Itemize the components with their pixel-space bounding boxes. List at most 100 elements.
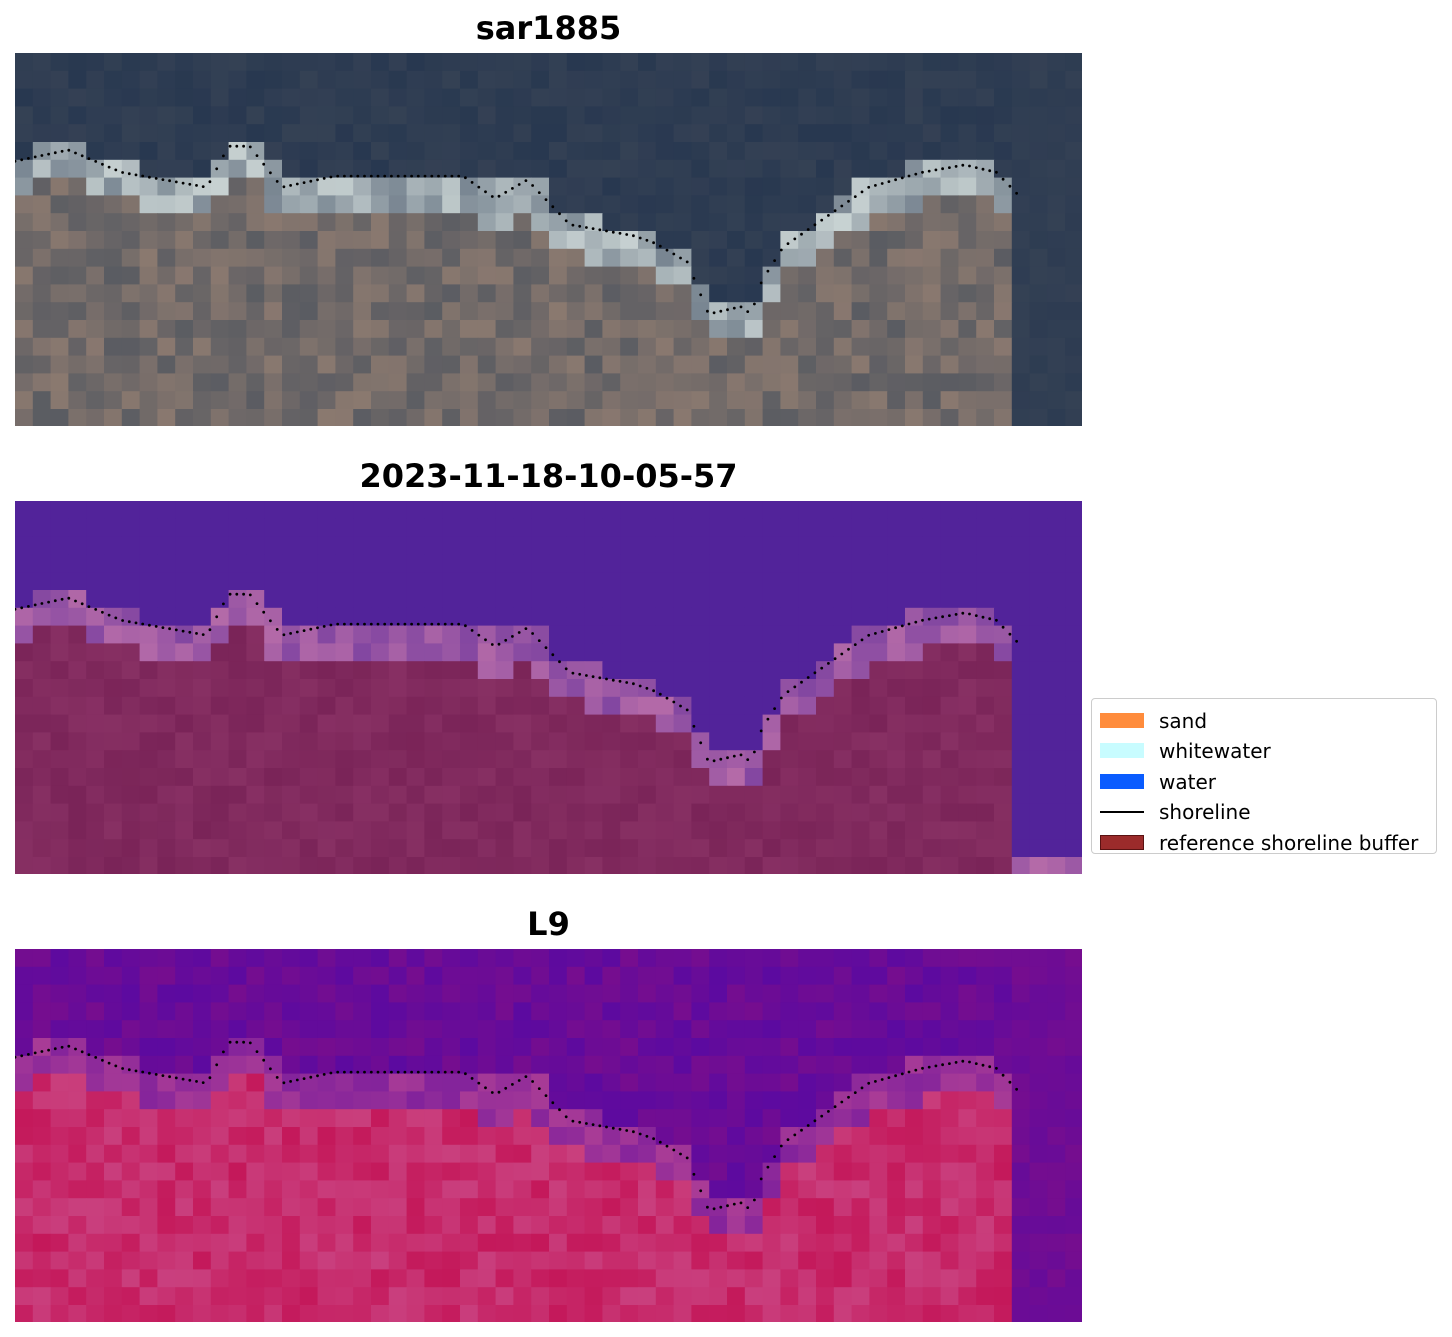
image-pixel: [335, 1269, 354, 1288]
image-pixel: [655, 248, 675, 268]
image-pixel: [1011, 536, 1031, 555]
image-pixel: [994, 302, 1013, 321]
image-pixel: [727, 88, 746, 107]
image-pixel: [833, 679, 853, 698]
image-pixel: [1065, 625, 1082, 644]
image-pixel: [780, 1251, 799, 1270]
image-pixel: [531, 1038, 550, 1057]
image-pixel: [549, 195, 568, 214]
image-pixel: [905, 1091, 924, 1110]
image-pixel: [566, 1198, 586, 1217]
image-pixel: [299, 785, 319, 805]
image-pixel: [317, 732, 336, 751]
image-pixel: [940, 1269, 959, 1288]
image-pixel: [655, 661, 675, 680]
image-pixel: [1029, 732, 1048, 751]
image-pixel: [655, 785, 675, 805]
image-pixel: [762, 1144, 781, 1164]
shoreline-point: [457, 1070, 461, 1074]
image-pixel: [1047, 839, 1066, 858]
image-pixel: [1065, 1055, 1082, 1075]
image-pixel: [940, 1198, 959, 1217]
image-pixel: [210, 231, 230, 250]
image-pixel: [549, 696, 568, 716]
image-pixel: [513, 1216, 532, 1235]
image-pixel: [353, 355, 372, 374]
image-pixel: [602, 320, 621, 339]
classification-image: [15, 501, 1082, 874]
shoreline-point: [403, 622, 407, 626]
image-pixel: [566, 625, 586, 644]
image-pixel: [566, 1073, 586, 1092]
image-pixel: [317, 785, 336, 805]
image-pixel: [602, 1251, 621, 1270]
image-pixel: [1065, 607, 1082, 627]
image-pixel: [68, 1002, 87, 1021]
image-pixel: [353, 1233, 372, 1253]
image-pixel: [762, 803, 781, 822]
image-pixel: [958, 1073, 977, 1092]
shoreline-point: [80, 602, 84, 606]
image-pixel: [638, 142, 657, 161]
shoreline-point: [484, 190, 487, 194]
image-pixel: [887, 857, 906, 874]
image-pixel: [1065, 248, 1082, 268]
image-pixel: [655, 1216, 675, 1235]
image-pixel: [922, 607, 942, 627]
image-pixel: [602, 643, 621, 662]
image-pixel: [531, 266, 550, 285]
image-pixel: [1047, 195, 1066, 214]
image-pixel: [68, 501, 87, 520]
image-pixel: [673, 1198, 692, 1217]
image-pixel: [210, 1287, 230, 1306]
image-pixel: [477, 1162, 497, 1181]
image-pixel: [833, 501, 853, 520]
image-pixel: [638, 302, 657, 321]
image-pixel: [175, 1038, 194, 1057]
image-pixel: [780, 88, 799, 107]
image-pixel: [228, 949, 247, 968]
image-pixel: [210, 803, 230, 822]
image-pixel: [424, 785, 443, 805]
image-pixel: [513, 124, 532, 143]
image-pixel: [371, 1020, 390, 1039]
image-pixel: [246, 1091, 265, 1110]
image-pixel: [1011, 768, 1031, 787]
image-pixel: [50, 768, 69, 787]
image-pixel: [566, 70, 586, 90]
image-pixel: [442, 714, 461, 733]
image-pixel: [833, 1198, 853, 1217]
image-pixel: [1029, 284, 1048, 303]
image-pixel: [744, 590, 764, 609]
image-pixel: [264, 696, 283, 716]
image-pixel: [905, 1109, 924, 1128]
shoreline-point: [517, 183, 521, 186]
image-pixel: [638, 643, 657, 662]
image-pixel: [1065, 949, 1082, 968]
shoreline-point: [27, 1053, 30, 1056]
image-pixel: [388, 857, 408, 874]
image-pixel: [460, 302, 479, 321]
image-pixel: [709, 1269, 728, 1288]
image-pixel: [1047, 177, 1066, 196]
image-pixel: [1047, 1073, 1066, 1092]
image-pixel: [32, 1127, 52, 1146]
image-pixel: [264, 643, 283, 662]
shoreline-point: [295, 1078, 299, 1082]
image-pixel: [477, 696, 497, 716]
image-pixel: [50, 839, 69, 858]
image-pixel: [940, 1233, 959, 1253]
image-pixel: [442, 679, 461, 698]
image-pixel: [424, 1127, 443, 1146]
image-pixel: [1011, 839, 1031, 858]
image-pixel: [744, 821, 764, 840]
image-pixel: [193, 1002, 212, 1021]
image-pixel: [388, 1180, 408, 1199]
image-pixel: [406, 159, 425, 179]
image-pixel: [833, 1216, 853, 1235]
image-pixel: [264, 88, 283, 107]
image-pixel: [798, 1002, 817, 1021]
image-pixel: [299, 213, 319, 232]
image-pixel: [246, 750, 265, 769]
image-pixel: [157, 750, 176, 769]
